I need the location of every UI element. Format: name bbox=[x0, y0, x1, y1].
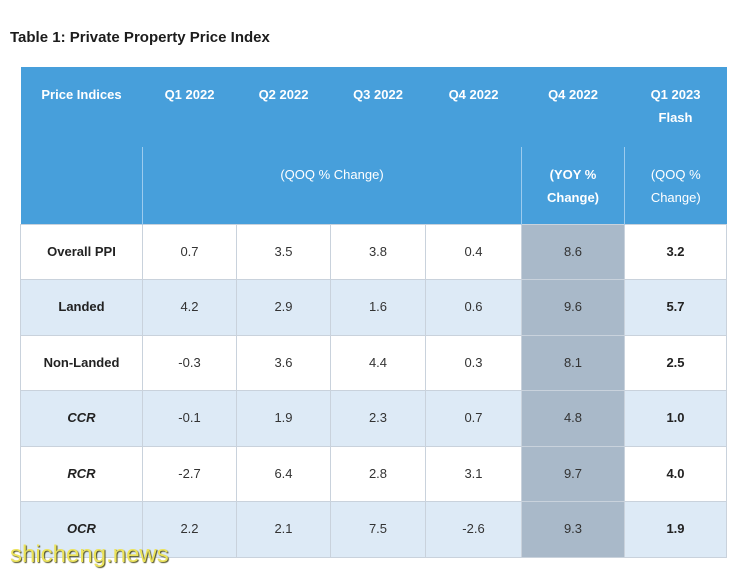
cell-overall-ppi-q1-2022: 0.7 bbox=[142, 223, 237, 280]
table-row-landed: Landed 4.2 2.9 1.6 0.6 9.6 5.7 bbox=[20, 279, 727, 336]
row-label-non-landed: Non-Landed bbox=[20, 334, 143, 391]
cell-non-landed-q1-2022: -0.3 bbox=[142, 334, 237, 391]
header-q1-2023-flash-label: Q1 2023 Flash bbox=[650, 87, 701, 125]
cell-ccr-q4-2022-yoy: 4.8 bbox=[521, 390, 625, 447]
cell-ocr-q3-2022: 7.5 bbox=[330, 501, 426, 558]
header-q4-2022-qoq: Q4 2022 bbox=[425, 67, 522, 147]
cell-non-landed-q4-2022-qoq: 0.3 bbox=[425, 334, 522, 391]
subheader-flash-qoq-change: (QOQ % Change) bbox=[624, 147, 727, 224]
cell-rcr-q1-2023-flash: 4.0 bbox=[624, 445, 727, 502]
cell-landed-q1-2022: 4.2 bbox=[142, 279, 237, 336]
row-label-rcr: RCR bbox=[20, 445, 143, 502]
cell-ccr-q3-2022: 2.3 bbox=[330, 390, 426, 447]
subheader-yoy-change: (YOY % Change) bbox=[521, 147, 625, 224]
watermark: shicheng.news bbox=[10, 541, 169, 568]
cell-landed-q4-2022-qoq: 0.6 bbox=[425, 279, 522, 336]
table-title: Table 1: Private Property Price Index bbox=[10, 29, 270, 46]
cell-overall-ppi-q3-2022: 3.8 bbox=[330, 223, 426, 280]
header-q4-2022-yoy: Q4 2022 bbox=[521, 67, 625, 147]
cell-landed-q3-2022: 1.6 bbox=[330, 279, 426, 336]
cell-ccr-q4-2022-qoq: 0.7 bbox=[425, 390, 522, 447]
table-row-rcr: RCR -2.7 6.4 2.8 3.1 9.7 4.0 bbox=[20, 445, 727, 502]
cell-ccr-q1-2023-flash: 1.0 bbox=[624, 390, 727, 447]
cell-rcr-q1-2022: -2.7 bbox=[142, 445, 237, 502]
header-q2-2022: Q2 2022 bbox=[236, 67, 331, 147]
price-index-table: Price Indices Q1 2022 Q2 2022 Q3 2022 Q4… bbox=[20, 67, 727, 558]
header-q1-2022: Q1 2022 bbox=[142, 67, 237, 147]
cell-ocr-q1-2023-flash: 1.9 bbox=[624, 501, 727, 558]
row-label-overall-ppi: Overall PPI bbox=[20, 223, 143, 280]
cell-ocr-q4-2022-qoq: -2.6 bbox=[425, 501, 522, 558]
cell-ccr-q2-2022: 1.9 bbox=[236, 390, 331, 447]
subheader-qoq-change: (QOQ % Change) bbox=[142, 147, 522, 224]
cell-overall-ppi-q1-2023-flash: 3.2 bbox=[624, 223, 727, 280]
subheader-flash-qoq-change-label: (QOQ % Change) bbox=[650, 167, 701, 205]
header-row: Price Indices Q1 2022 Q2 2022 Q3 2022 Q4… bbox=[20, 67, 727, 147]
cell-rcr-q4-2022-yoy: 9.7 bbox=[521, 445, 625, 502]
cell-rcr-q4-2022-qoq: 3.1 bbox=[425, 445, 522, 502]
table-row-non-landed: Non-Landed -0.3 3.6 4.4 0.3 8.1 2.5 bbox=[20, 334, 727, 391]
table-row-overall-ppi: Overall PPI 0.7 3.5 3.8 0.4 8.6 3.2 bbox=[20, 223, 727, 280]
header-price-indices: Price Indices bbox=[20, 67, 143, 147]
header-q3-2022: Q3 2022 bbox=[330, 67, 426, 147]
subheader-row: (QOQ % Change) (YOY % Change) (QOQ % Cha… bbox=[20, 147, 727, 224]
cell-overall-ppi-q4-2022-qoq: 0.4 bbox=[425, 223, 522, 280]
subheader-blank bbox=[20, 147, 143, 224]
table-header: Price Indices Q1 2022 Q2 2022 Q3 2022 Q4… bbox=[20, 67, 727, 224]
cell-landed-q2-2022: 2.9 bbox=[236, 279, 331, 336]
cell-landed-q4-2022-yoy: 9.6 bbox=[521, 279, 625, 336]
row-label-landed: Landed bbox=[20, 279, 143, 336]
cell-ocr-q2-2022: 2.1 bbox=[236, 501, 331, 558]
cell-overall-ppi-q4-2022-yoy: 8.6 bbox=[521, 223, 625, 280]
cell-landed-q1-2023-flash: 5.7 bbox=[624, 279, 727, 336]
cell-non-landed-q1-2023-flash: 2.5 bbox=[624, 334, 727, 391]
cell-non-landed-q3-2022: 4.4 bbox=[330, 334, 426, 391]
cell-overall-ppi-q2-2022: 3.5 bbox=[236, 223, 331, 280]
cell-rcr-q3-2022: 2.8 bbox=[330, 445, 426, 502]
cell-rcr-q2-2022: 6.4 bbox=[236, 445, 331, 502]
header-q1-2023-flash: Q1 2023 Flash bbox=[624, 67, 727, 147]
row-label-ocr: OCR bbox=[20, 501, 143, 558]
cell-non-landed-q2-2022: 3.6 bbox=[236, 334, 331, 391]
table-row-ocr: OCR 2.2 2.1 7.5 -2.6 9.3 1.9 bbox=[20, 501, 727, 558]
cell-ocr-q4-2022-yoy: 9.3 bbox=[521, 501, 625, 558]
cell-non-landed-q4-2022-yoy: 8.1 bbox=[521, 334, 625, 391]
subheader-yoy-change-label: (YOY % Change) bbox=[547, 167, 599, 205]
table-row-ccr: CCR -0.1 1.9 2.3 0.7 4.8 1.0 bbox=[20, 390, 727, 447]
cell-ccr-q1-2022: -0.1 bbox=[142, 390, 237, 447]
table-body: Overall PPI 0.7 3.5 3.8 0.4 8.6 3.2 Landed 4.2 2.… bbox=[20, 223, 727, 558]
row-label-ccr: CCR bbox=[20, 390, 143, 447]
